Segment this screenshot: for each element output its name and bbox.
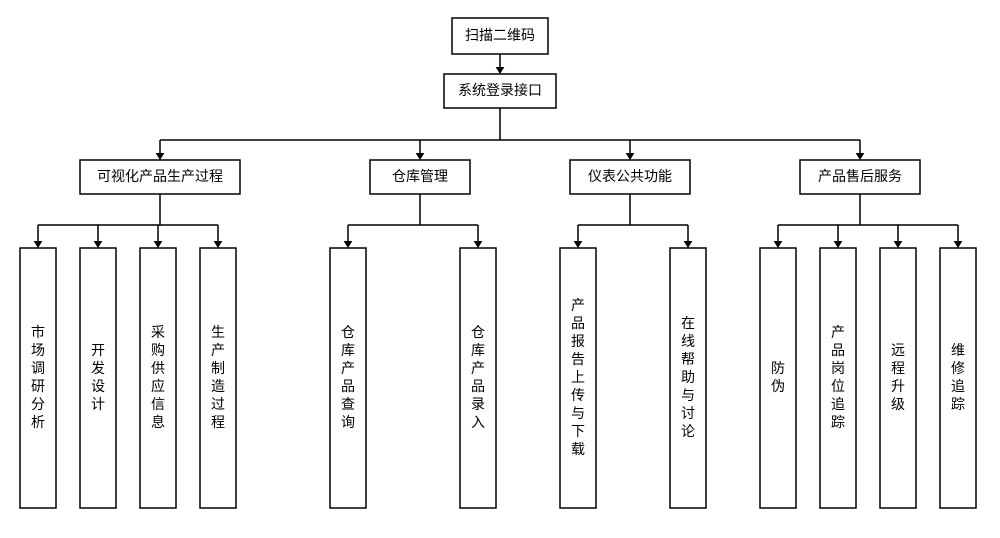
svg-text:仓: 仓 [341,325,355,341]
svg-text:仓: 仓 [471,325,485,341]
svg-text:仓库管理: 仓库管理 [392,169,448,185]
svg-text:可视化产品生产过程: 可视化产品生产过程 [97,169,223,185]
svg-text:论: 论 [681,424,695,440]
svg-text:仪表公共功能: 仪表公共功能 [588,169,672,185]
svg-text:信: 信 [151,397,165,413]
svg-text:帮: 帮 [681,352,695,368]
svg-text:造: 造 [211,379,225,395]
svg-text:产: 产 [341,361,355,377]
svg-text:讨: 讨 [681,406,695,422]
svg-text:下: 下 [571,425,585,440]
svg-text:录: 录 [471,397,485,413]
svg-text:品: 品 [571,317,585,332]
svg-text:场: 场 [31,343,45,359]
svg-text:供: 供 [151,361,165,377]
svg-text:上: 上 [571,370,585,386]
svg-text:伪: 伪 [771,379,785,395]
svg-text:市: 市 [31,324,45,341]
svg-text:追: 追 [831,397,845,413]
svg-text:程: 程 [891,361,905,377]
svg-text:发: 发 [91,361,105,377]
svg-text:计: 计 [91,397,105,413]
svg-text:传: 传 [571,388,585,404]
svg-text:系统登录接口: 系统登录接口 [458,82,542,99]
svg-text:与: 与 [681,388,695,404]
svg-text:过: 过 [211,397,225,413]
svg-text:助: 助 [681,370,695,386]
svg-text:设: 设 [91,379,105,395]
svg-text:制: 制 [211,361,225,377]
svg-text:析: 析 [31,415,45,431]
svg-text:产: 产 [571,298,585,314]
svg-text:调: 调 [31,361,45,377]
svg-text:息: 息 [151,414,165,431]
svg-text:岗: 岗 [831,361,845,377]
svg-text:追: 追 [951,379,965,395]
flowchart: 扫描二维码系统登录接口可视化产品生产过程市场调研分析开发设计采购供应信息生产制造… [0,0,1000,538]
svg-text:品: 品 [471,380,485,395]
svg-text:程: 程 [211,415,225,431]
svg-text:应: 应 [151,378,165,395]
svg-text:防: 防 [771,361,785,377]
svg-text:研: 研 [31,380,45,395]
svg-text:告: 告 [571,352,585,368]
svg-text:入: 入 [471,416,485,431]
svg-text:踪: 踪 [831,415,845,431]
svg-text:库: 库 [341,343,355,359]
svg-text:采: 采 [151,325,165,341]
svg-text:位: 位 [831,379,845,395]
svg-text:远: 远 [891,343,905,359]
svg-text:询: 询 [341,415,355,431]
svg-text:产品售后服务: 产品售后服务 [818,169,902,185]
svg-text:报: 报 [571,334,585,350]
svg-text:产: 产 [831,325,845,341]
svg-text:与: 与 [571,406,585,422]
svg-text:修: 修 [951,361,965,377]
svg-text:购: 购 [151,343,165,359]
svg-text:生: 生 [211,325,225,341]
svg-text:开: 开 [91,344,105,359]
svg-text:级: 级 [891,397,905,413]
svg-text:踪: 踪 [951,397,965,413]
svg-text:查: 查 [341,397,355,413]
svg-text:分: 分 [31,397,45,413]
svg-text:维: 维 [951,343,965,359]
svg-text:升: 升 [891,379,905,395]
svg-text:线: 线 [681,334,695,350]
svg-text:载: 载 [571,442,585,458]
svg-text:产: 产 [471,361,485,377]
svg-text:品: 品 [341,380,355,395]
svg-text:库: 库 [471,343,485,359]
svg-text:产: 产 [211,343,225,359]
svg-text:扫描二维码: 扫描二维码 [465,28,535,44]
svg-text:在: 在 [681,316,695,332]
svg-text:品: 品 [831,344,845,359]
